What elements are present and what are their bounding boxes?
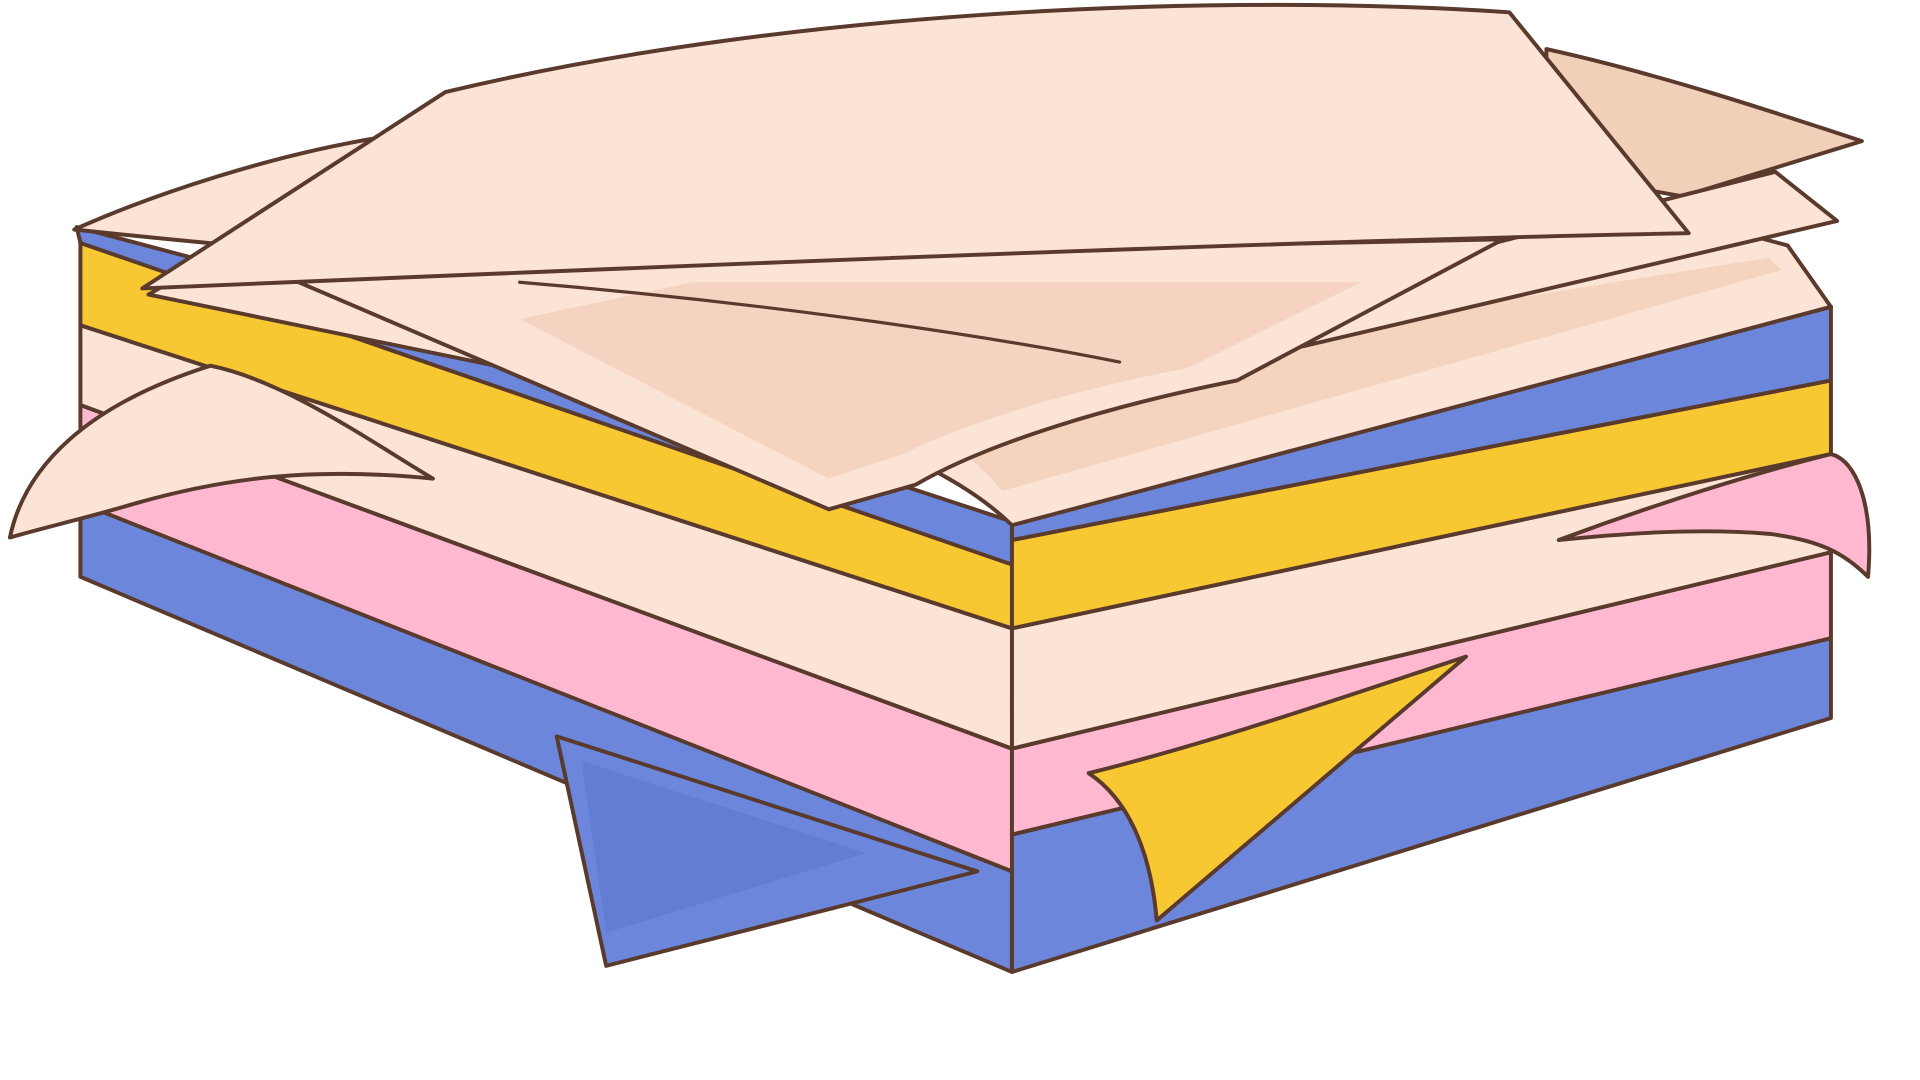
loose-sheet-right-pink-curl	[1556, 452, 1872, 579]
loose-sheet-middle-shade	[519, 282, 1361, 479]
sheet-fold-line	[517, 280, 1122, 364]
loose-sheet-yellow-fold	[1086, 654, 1468, 923]
loose-sheet-top-large	[140, 2, 1691, 291]
loose-sheet-blue-bottom-shade	[581, 760, 866, 933]
loose-sheet-blue-bottom	[554, 734, 980, 968]
loose-sheet-left-curl	[7, 363, 435, 540]
